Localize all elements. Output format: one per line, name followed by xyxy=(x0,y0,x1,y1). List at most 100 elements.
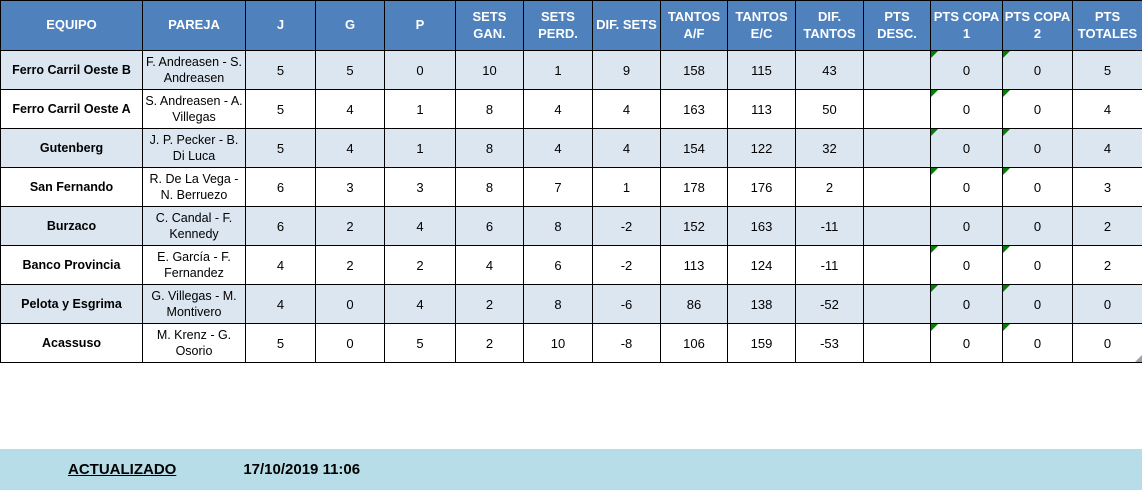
cell-j: 5 xyxy=(245,128,316,168)
cell-sets-perd: 7 xyxy=(523,167,593,207)
cell-tantos-ec: 159 xyxy=(727,323,796,363)
cell-dif-tantos: 2 xyxy=(795,167,864,207)
cell-j: 4 xyxy=(245,284,316,324)
cell-sets-perd: 10 xyxy=(523,323,593,363)
cell-dif-sets: 4 xyxy=(592,89,661,129)
cell-pts-copa2: 0 xyxy=(1002,245,1073,285)
cell-dif-tantos: -52 xyxy=(795,284,864,324)
cell-sets-perd: 8 xyxy=(523,206,593,246)
cell-equipo: Gutenberg xyxy=(0,128,143,168)
cell-pareja: M. Krenz - G. Osorio xyxy=(142,323,246,363)
cell-equipo: Banco Provincia xyxy=(0,245,143,285)
cell-pts-copa2: 0 xyxy=(1002,284,1073,324)
cell-g: 4 xyxy=(315,89,385,129)
cell-pts-copa2: 0 xyxy=(1002,128,1073,168)
cell-equipo: Pelota y Esgrima xyxy=(0,284,143,324)
header-row: EQUIPO PAREJA J G P SETS GAN. SETS PERD.… xyxy=(0,0,1142,51)
cell-equipo: Burzaco xyxy=(0,206,143,246)
cell-pareja: C. Candal - F. Kennedy xyxy=(142,206,246,246)
cell-dif-sets: -8 xyxy=(592,323,661,363)
cell-pts-copa1: 0 xyxy=(930,89,1003,129)
cell-p: 4 xyxy=(384,206,456,246)
cell-g: 3 xyxy=(315,167,385,207)
cell-tantos-ec: 122 xyxy=(727,128,796,168)
cell-pts-totales: 5 xyxy=(1072,50,1142,90)
cell-tantos-af: 86 xyxy=(660,284,728,324)
footer-updated-datetime: 17/10/2019 11:06 xyxy=(243,461,361,478)
cell-sets-gan: 6 xyxy=(455,206,524,246)
col-header-sets-perd: SETS PERD. xyxy=(523,0,593,51)
cell-pts-totales: 2 xyxy=(1072,206,1142,246)
cell-p: 5 xyxy=(384,323,456,363)
cell-tantos-ec: 176 xyxy=(727,167,796,207)
cell-g: 4 xyxy=(315,128,385,168)
table-row: San Fernando R. De La Vega - N. Berruezo… xyxy=(0,167,1142,207)
cell-p: 2 xyxy=(384,245,456,285)
cell-p: 0 xyxy=(384,50,456,90)
cell-tantos-ec: 124 xyxy=(727,245,796,285)
cell-g: 5 xyxy=(315,50,385,90)
cell-sets-gan: 10 xyxy=(455,50,524,90)
cell-pts-copa1: 0 xyxy=(930,167,1003,207)
cell-pts-totales: 0 xyxy=(1072,284,1142,324)
col-header-pts-copa1: PTS COPA 1 xyxy=(930,0,1003,51)
cell-g: 0 xyxy=(315,323,385,363)
cell-pareja: E. García - F. Fernandez xyxy=(142,245,246,285)
cell-tantos-af: 163 xyxy=(660,89,728,129)
cell-pts-desc xyxy=(863,50,931,90)
cell-pts-desc xyxy=(863,206,931,246)
cell-pts-totales: 4 xyxy=(1072,128,1142,168)
cell-tantos-af: 158 xyxy=(660,50,728,90)
cell-equipo: Ferro Carril Oeste B xyxy=(0,50,143,90)
cell-pareja: R. De La Vega - N. Berruezo xyxy=(142,167,246,207)
cell-j: 6 xyxy=(245,167,316,207)
cell-equipo: San Fernando xyxy=(0,167,143,207)
cell-sets-gan: 2 xyxy=(455,323,524,363)
col-header-p: P xyxy=(384,0,456,51)
cell-pareja: F. Andreasen - S. Andreasen xyxy=(142,50,246,90)
cell-pareja: G. Villegas - M. Montivero xyxy=(142,284,246,324)
col-header-pareja: PAREJA xyxy=(142,0,246,51)
cell-pts-totales: 4 xyxy=(1072,89,1142,129)
cell-dif-tantos: 32 xyxy=(795,128,864,168)
cell-tantos-ec: 163 xyxy=(727,206,796,246)
cell-sets-perd: 8 xyxy=(523,284,593,324)
cell-pts-copa2: 0 xyxy=(1002,323,1073,363)
cell-sets-gan: 4 xyxy=(455,245,524,285)
table-row: Ferro Carril Oeste B F. Andreasen - S. A… xyxy=(0,50,1142,90)
cell-p: 4 xyxy=(384,284,456,324)
cell-pts-copa1: 0 xyxy=(930,206,1003,246)
col-header-tantos-af: TANTOS A/F xyxy=(660,0,728,51)
cell-tantos-ec: 138 xyxy=(727,284,796,324)
cell-pts-desc xyxy=(863,89,931,129)
cell-dif-sets: -2 xyxy=(592,245,661,285)
table-row: Banco Provincia E. García - F. Fernandez… xyxy=(0,245,1142,285)
col-header-pts-desc: PTS DESC. xyxy=(863,0,931,51)
table-row: Acassuso M. Krenz - G. Osorio 5 0 5 2 10… xyxy=(0,323,1142,363)
col-header-sets-gan: SETS GAN. xyxy=(455,0,524,51)
table-row: Burzaco C. Candal - F. Kennedy 6 2 4 6 8… xyxy=(0,206,1142,246)
cell-tantos-af: 154 xyxy=(660,128,728,168)
cell-sets-perd: 4 xyxy=(523,128,593,168)
col-header-dif-sets: DIF. SETS xyxy=(592,0,661,51)
cell-p: 1 xyxy=(384,89,456,129)
cell-tantos-af: 106 xyxy=(660,323,728,363)
cell-pts-copa2: 0 xyxy=(1002,167,1073,207)
cell-pts-copa2: 0 xyxy=(1002,89,1073,129)
cell-pts-copa1: 0 xyxy=(930,245,1003,285)
cell-equipo: Acassuso xyxy=(0,323,143,363)
cell-sets-gan: 8 xyxy=(455,167,524,207)
cell-sets-gan: 8 xyxy=(455,128,524,168)
cell-pts-totales: 2 xyxy=(1072,245,1142,285)
cell-dif-sets: 1 xyxy=(592,167,661,207)
cell-j: 5 xyxy=(245,50,316,90)
col-header-dif-tantos: DIF. TANTOS xyxy=(795,0,864,51)
cell-dif-sets: 4 xyxy=(592,128,661,168)
cell-g: 2 xyxy=(315,206,385,246)
cell-pts-totales: 3 xyxy=(1072,167,1142,207)
cell-pts-totales-value: 0 xyxy=(1103,335,1112,351)
cell-j: 4 xyxy=(245,245,316,285)
col-header-tantos-ec: TANTOS E/C xyxy=(727,0,796,51)
cell-tantos-af: 113 xyxy=(660,245,728,285)
